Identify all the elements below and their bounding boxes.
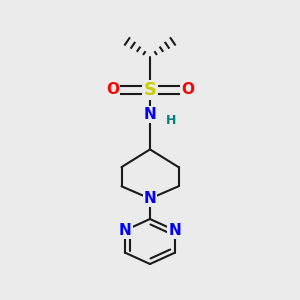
Text: H: H [166,113,176,127]
Text: N: N [144,191,156,206]
Text: N: N [144,107,156,122]
Text: S: S [143,81,157,99]
Text: O: O [106,82,119,98]
Text: N: N [119,223,132,238]
Text: O: O [181,82,194,98]
Text: N: N [168,223,181,238]
